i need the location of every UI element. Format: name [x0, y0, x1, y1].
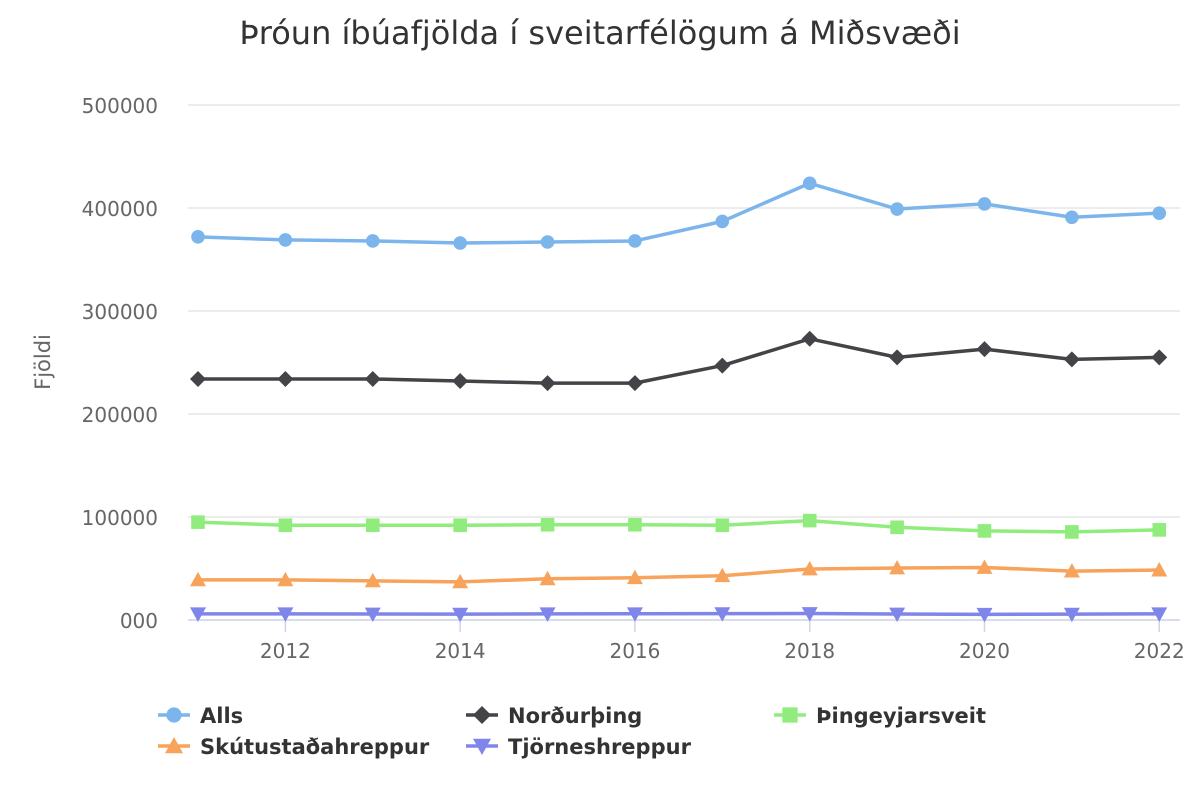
- data-point-tj-rneshreppur: [539, 607, 556, 622]
- x-tick-label: 2016: [609, 639, 660, 663]
- data-point-alls: [365, 234, 380, 248]
- data-point-alls: [802, 176, 817, 191]
- data-point-alls: [1065, 210, 1079, 225]
- data-point-tj-rneshreppur: [364, 607, 381, 623]
- data-point-nor-ur-ing: [976, 341, 993, 358]
- data-point-sk-tusta-ahreppur: [452, 573, 469, 589]
- x-tick-label: 2020: [959, 639, 1010, 663]
- data-point-nor-ur-ing: [889, 349, 906, 366]
- legend-label-alls: Alls: [200, 704, 243, 728]
- data-point-sk-tusta-ahreppur: [1151, 562, 1168, 577]
- legend-label--ingeyjarsveit: Þingeyjarsveit: [816, 704, 986, 728]
- data-point-sk-tusta-ahreppur: [277, 571, 294, 587]
- data-point--ingeyjarsveit: [890, 520, 904, 535]
- legend-label-nor-ur-ing: Norðurþing: [508, 704, 642, 728]
- data-point-nor-ur-ing: [364, 370, 381, 387]
- legend-label-tj-rneshreppur: Tjörneshreppur: [508, 735, 692, 759]
- chart-title: Þróun íbúafjölda í sveitarfélögum á Miðs…: [239, 14, 961, 52]
- data-point--ingeyjarsveit: [1152, 523, 1167, 537]
- data-point-sk-tusta-ahreppur: [626, 569, 643, 585]
- data-point-alls: [453, 236, 467, 250]
- legend-marker-alls: [166, 707, 182, 723]
- data-point-nor-ur-ing: [1151, 349, 1168, 366]
- legend-marker-nor-ur-ing: [473, 706, 491, 724]
- data-point-sk-tusta-ahreppur: [190, 571, 206, 587]
- data-point-sk-tusta-ahreppur: [539, 570, 556, 586]
- x-tick-label: 2012: [260, 639, 311, 663]
- data-point-sk-tusta-ahreppur: [889, 559, 906, 575]
- data-point-nor-ur-ing: [714, 357, 731, 374]
- x-tick-label: 2018: [784, 639, 835, 663]
- data-point-nor-ur-ing: [539, 375, 556, 392]
- x-tick-label: 2014: [435, 639, 486, 663]
- series-line-nor-ur-ing: [198, 337, 1160, 385]
- data-point--ingeyjarsveit: [802, 513, 817, 528]
- data-point--ingeyjarsveit: [1065, 525, 1079, 539]
- legend-marker-tj-rneshreppur: [473, 738, 491, 755]
- data-point-nor-ur-ing: [277, 370, 294, 387]
- y-tick-label: 500000: [82, 94, 158, 118]
- data-point-nor-ur-ing: [801, 330, 818, 347]
- data-point-nor-ur-ing: [626, 375, 643, 392]
- data-point-nor-ur-ing: [190, 370, 206, 387]
- data-point--ingeyjarsveit: [278, 518, 293, 533]
- data-point-sk-tusta-ahreppur: [714, 567, 731, 583]
- data-point--ingeyjarsveit: [365, 518, 380, 533]
- y-tick-label: 400000: [82, 197, 158, 221]
- data-point-nor-ur-ing: [1063, 351, 1080, 368]
- data-point-tj-rneshreppur: [714, 607, 731, 622]
- data-point-alls: [977, 197, 992, 211]
- data-point-sk-tusta-ahreppur: [364, 572, 381, 588]
- data-point-tj-rneshreppur: [277, 607, 294, 622]
- y-tick-label: 300000: [82, 300, 158, 324]
- data-point-sk-tusta-ahreppur: [801, 561, 818, 576]
- legend-marker-sk-tusta-ahreppur: [165, 737, 183, 754]
- data-point-tj-rneshreppur: [801, 607, 818, 622]
- data-point-alls: [278, 233, 293, 247]
- y-tick-label: 000: [120, 609, 158, 633]
- x-tick-label: 2022: [1134, 639, 1185, 663]
- data-point--ingeyjarsveit: [453, 518, 467, 533]
- y-axis-title: Fjöldi: [31, 334, 55, 390]
- data-point-tj-rneshreppur: [626, 607, 643, 622]
- data-point-tj-rneshreppur: [1151, 607, 1168, 622]
- data-point-alls: [628, 234, 642, 248]
- series-line--ingeyjarsveit: [197, 518, 1160, 534]
- data-point-tj-rneshreppur: [889, 607, 906, 623]
- data-point-tj-rneshreppur: [976, 607, 993, 623]
- y-tick-label: 200000: [82, 403, 158, 427]
- data-point--ingeyjarsveit: [977, 524, 992, 538]
- series-line-tj-rneshreppur: [198, 611, 1160, 617]
- data-point-alls: [1152, 206, 1167, 220]
- legend-label-sk-tusta-ahreppur: Skútustaðahreppur: [200, 735, 430, 759]
- data-point--ingeyjarsveit: [715, 518, 730, 533]
- data-point-tj-rneshreppur: [452, 607, 469, 623]
- data-point-alls: [540, 235, 555, 249]
- data-point-tj-rneshreppur: [1063, 607, 1080, 623]
- y-tick-label: 100000: [82, 506, 158, 530]
- data-point-alls: [715, 214, 730, 229]
- series-line-sk-tusta-ahreppur: [198, 565, 1160, 584]
- data-point-sk-tusta-ahreppur: [976, 559, 993, 574]
- data-point--ingeyjarsveit: [628, 517, 642, 532]
- data-point--ingeyjarsveit: [540, 517, 555, 532]
- legend-marker--ingeyjarsveit: [782, 707, 798, 723]
- data-point-alls: [890, 202, 904, 216]
- series-line-alls: [197, 181, 1160, 245]
- data-point-sk-tusta-ahreppur: [1063, 563, 1080, 578]
- data-point-tj-rneshreppur: [190, 607, 206, 622]
- data-point--ingeyjarsveit: [191, 515, 205, 529]
- data-point-nor-ur-ing: [452, 373, 469, 390]
- data-point-alls: [191, 230, 205, 244]
